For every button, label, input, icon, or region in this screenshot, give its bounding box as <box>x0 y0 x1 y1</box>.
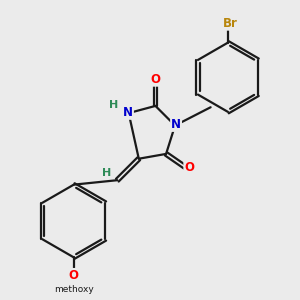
Text: O: O <box>184 161 194 174</box>
Text: H: H <box>110 100 119 110</box>
Text: methoxy: methoxy <box>54 285 94 294</box>
Text: Br: Br <box>223 17 238 30</box>
Text: N: N <box>171 118 181 131</box>
Text: O: O <box>150 73 161 86</box>
Text: O: O <box>69 269 79 282</box>
Text: H: H <box>102 168 111 178</box>
Text: N: N <box>123 106 133 119</box>
